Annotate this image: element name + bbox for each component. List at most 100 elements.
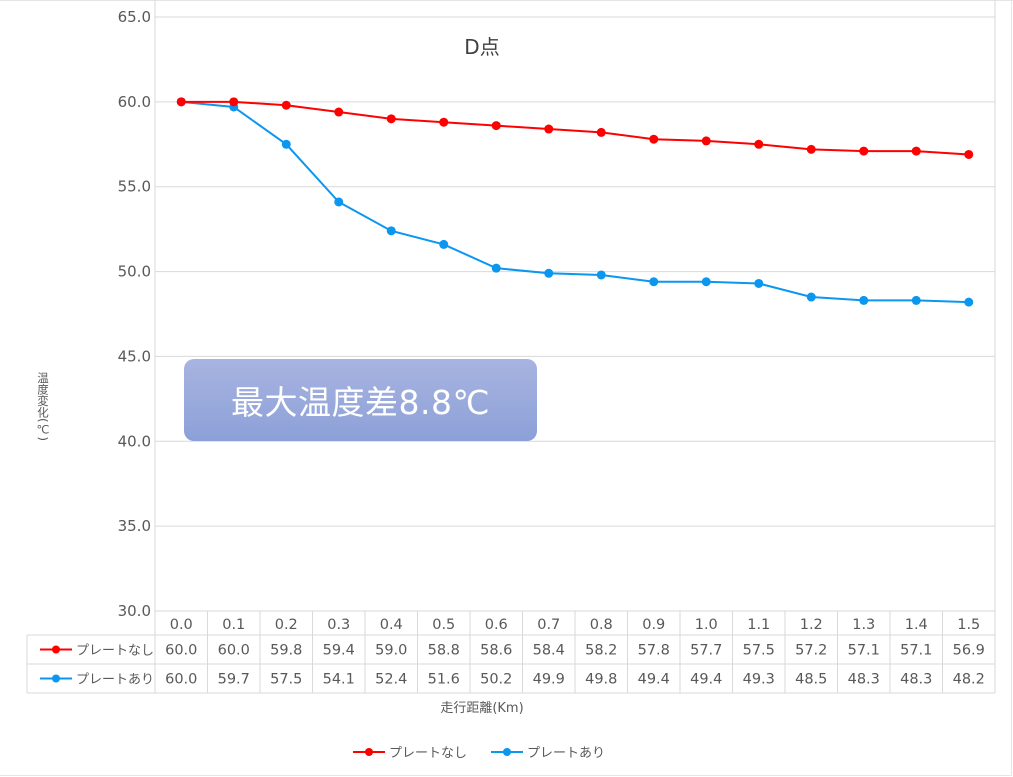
data-point bbox=[386, 114, 396, 124]
data-point bbox=[649, 134, 659, 144]
data-point bbox=[544, 268, 554, 278]
data-point bbox=[176, 97, 186, 107]
table-cell: 60.0 bbox=[165, 672, 197, 688]
data-point bbox=[859, 295, 869, 305]
table-cell: 49.9 bbox=[533, 672, 565, 688]
series-line bbox=[181, 100, 969, 156]
table-cell: 57.5 bbox=[743, 643, 775, 659]
table-cell: 59.4 bbox=[323, 643, 355, 659]
data-point bbox=[544, 124, 554, 134]
table-cell: 48.3 bbox=[900, 672, 932, 688]
table-cell: 57.2 bbox=[795, 643, 827, 659]
table-cell: 48.5 bbox=[795, 672, 827, 688]
data-point bbox=[281, 100, 291, 110]
table-cell: 49.4 bbox=[690, 672, 722, 688]
data-point bbox=[491, 263, 501, 273]
x-category-label: 0.2 bbox=[275, 617, 298, 633]
data-point bbox=[491, 121, 501, 131]
x-axis-label: 走行距離(Km) bbox=[440, 701, 523, 716]
y-tick-label: 60.0 bbox=[118, 93, 151, 111]
table-cell: 49.4 bbox=[638, 672, 670, 688]
table-cell: 59.7 bbox=[218, 672, 250, 688]
x-category-label: 0.9 bbox=[642, 617, 665, 633]
callout-text: 最大温度差8.8℃ bbox=[230, 383, 491, 422]
table-cell: 48.2 bbox=[953, 672, 985, 688]
x-category-label: 1.4 bbox=[905, 617, 928, 633]
data-point bbox=[911, 146, 921, 156]
legend-marker bbox=[503, 748, 511, 756]
legend-marker bbox=[365, 748, 373, 756]
table-cell: 60.0 bbox=[165, 643, 197, 659]
data-point bbox=[439, 117, 449, 127]
table-cell: 57.8 bbox=[638, 643, 670, 659]
x-category-label: 0.4 bbox=[380, 617, 403, 633]
data-point bbox=[964, 297, 974, 307]
table-cell: 59.0 bbox=[375, 643, 407, 659]
table-cell: 49.8 bbox=[585, 672, 617, 688]
data-point bbox=[229, 97, 239, 107]
table-legend-marker bbox=[52, 674, 60, 683]
data-point bbox=[649, 277, 659, 287]
data-point bbox=[701, 277, 711, 287]
y-tick-label: 45.0 bbox=[118, 347, 151, 365]
table-cell: 60.0 bbox=[218, 643, 250, 659]
legend-label: プレートあり bbox=[527, 746, 605, 761]
y-tick-label: 55.0 bbox=[118, 178, 151, 196]
x-category-label: 0.0 bbox=[170, 617, 193, 633]
data-point bbox=[596, 127, 606, 137]
data-point bbox=[596, 270, 606, 280]
data-point bbox=[964, 149, 974, 159]
y-axis-label: 温度変化(℃) bbox=[36, 372, 50, 441]
x-category-label: 1.1 bbox=[747, 617, 770, 633]
table-row-label: プレートあり bbox=[76, 673, 154, 688]
legend-label: プレートなし bbox=[389, 746, 467, 761]
data-point bbox=[806, 292, 816, 302]
table-cell: 57.1 bbox=[848, 643, 880, 659]
y-tick-label: 30.0 bbox=[118, 602, 151, 620]
x-category-label: 1.3 bbox=[852, 617, 875, 633]
x-category-label: 1.5 bbox=[957, 617, 980, 633]
chart-title: D点 bbox=[464, 35, 499, 59]
data-point bbox=[806, 144, 816, 154]
table-cell: 49.3 bbox=[743, 672, 775, 688]
data-point bbox=[386, 226, 396, 236]
table-cell: 52.4 bbox=[375, 672, 407, 688]
table-row-label: プレートなし bbox=[76, 644, 154, 659]
table-cell: 58.8 bbox=[428, 643, 460, 659]
table-cell: 51.6 bbox=[428, 672, 460, 688]
data-point bbox=[334, 107, 344, 117]
data-point bbox=[859, 146, 869, 156]
table-cell: 58.4 bbox=[533, 643, 565, 659]
table-cell: 54.1 bbox=[323, 672, 355, 688]
table-cell: 50.2 bbox=[480, 672, 512, 688]
x-category-label: 0.5 bbox=[432, 617, 455, 633]
y-tick-label: 50.0 bbox=[118, 263, 151, 281]
series-line bbox=[181, 100, 969, 304]
x-category-label: 0.8 bbox=[590, 617, 613, 633]
data-point bbox=[911, 295, 921, 305]
y-tick-label: 35.0 bbox=[118, 517, 151, 535]
data-point bbox=[701, 136, 711, 146]
x-category-label: 0.3 bbox=[327, 617, 350, 633]
table-legend-marker bbox=[52, 645, 60, 654]
table-cell: 57.1 bbox=[900, 643, 932, 659]
y-tick-label: 40.0 bbox=[118, 432, 151, 450]
table-cell: 58.6 bbox=[480, 643, 512, 659]
table-cell: 58.2 bbox=[585, 643, 617, 659]
x-category-label: 0.7 bbox=[537, 617, 560, 633]
data-point bbox=[439, 239, 449, 249]
x-category-label: 0.1 bbox=[222, 617, 245, 633]
data-point bbox=[754, 278, 764, 288]
data-point bbox=[281, 139, 291, 149]
data-point bbox=[754, 139, 764, 149]
table-cell: 59.8 bbox=[270, 643, 302, 659]
data-point bbox=[334, 197, 344, 207]
table-cell: 57.5 bbox=[270, 672, 302, 688]
max-diff-callout: 最大温度差8.8℃ bbox=[184, 359, 537, 441]
table-cell: 48.3 bbox=[848, 672, 880, 688]
x-category-label: 1.0 bbox=[695, 617, 718, 633]
table-cell: 56.9 bbox=[953, 643, 985, 659]
x-category-label: 1.2 bbox=[800, 617, 823, 633]
